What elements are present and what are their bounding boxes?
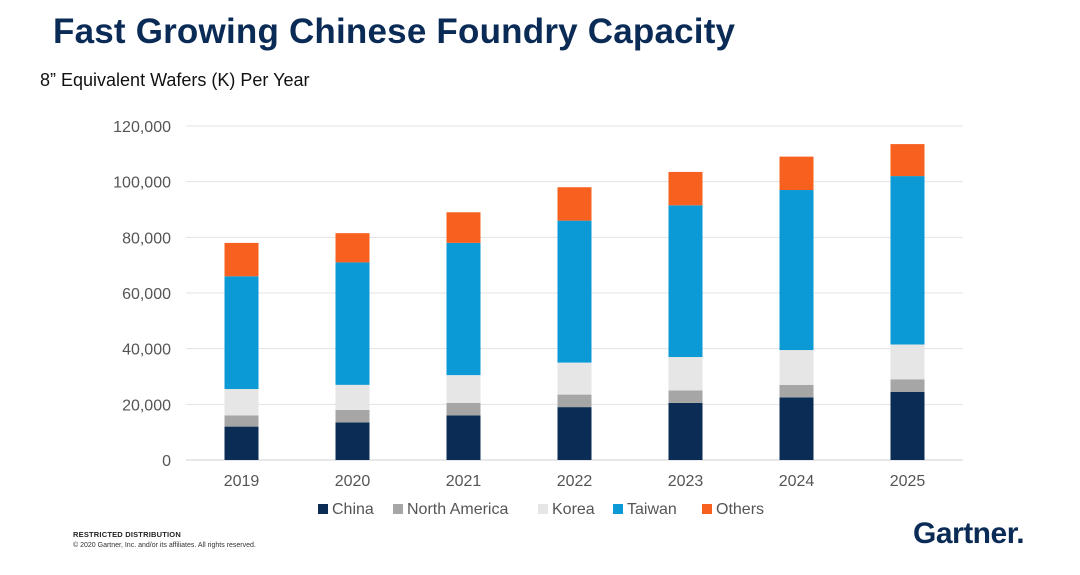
bar-segment-taiwan xyxy=(779,190,814,351)
y-tick-label: 60,000 xyxy=(122,286,171,303)
y-tick-label: 120,000 xyxy=(113,119,171,136)
bar-segment-others xyxy=(890,144,925,177)
bar-segment-korea xyxy=(224,389,259,416)
bar-segment-china xyxy=(890,391,925,460)
legend-swatch xyxy=(318,504,328,514)
bar-segment-others xyxy=(224,242,259,277)
legend-swatch xyxy=(538,504,548,514)
bar-segment-china xyxy=(224,426,259,460)
bar-segment-others xyxy=(335,233,370,263)
legend-label: North America xyxy=(407,501,508,518)
restricted-distribution-label: RESTRICTED DISTRIBUTION xyxy=(73,530,181,539)
bar-segment-others xyxy=(446,212,481,243)
x-tick-label: 2024 xyxy=(779,473,815,490)
bar-segment-north-america xyxy=(779,384,814,398)
legend-item: Others xyxy=(702,501,764,518)
bar-segment-taiwan xyxy=(668,205,703,358)
legend-swatch xyxy=(393,504,403,514)
bar-segment-others xyxy=(557,187,592,221)
bar-segment-north-america xyxy=(224,415,259,427)
bar-segment-taiwan xyxy=(446,242,481,376)
bar-segment-north-america xyxy=(668,390,703,403)
bar-segment-others xyxy=(779,156,814,191)
bar-segment-taiwan xyxy=(557,220,592,363)
x-tick-label: 2019 xyxy=(224,473,260,490)
y-axis-tick-labels: 0 20,000 40,000 60,000 80,000 100,000 120,000 xyxy=(113,119,171,470)
bar-segment-korea xyxy=(779,350,814,385)
legend-swatch xyxy=(702,504,712,514)
bar-segment-north-america xyxy=(557,394,592,408)
x-tick-label: 2021 xyxy=(446,473,482,490)
bar-segment-others xyxy=(668,171,703,206)
legend-swatch xyxy=(613,504,623,514)
legend-item: China xyxy=(318,501,374,518)
bar-segment-china xyxy=(557,407,592,460)
x-axis-tick-labels: 2019 2020 2021 2022 2023 2024 2025 xyxy=(224,473,926,490)
bar-segment-china xyxy=(335,422,370,460)
legend-label: Others xyxy=(716,501,764,518)
legend-item: Taiwan xyxy=(613,501,677,518)
y-tick-label: 40,000 xyxy=(122,342,171,359)
y-tick-label: 80,000 xyxy=(122,230,171,247)
legend-label: Taiwan xyxy=(627,501,677,518)
y-tick-label: 0 xyxy=(162,453,171,470)
bar-segment-korea xyxy=(668,357,703,391)
bar-segment-taiwan xyxy=(890,176,925,345)
legend-label: Korea xyxy=(552,501,595,518)
bar-segment-taiwan xyxy=(224,276,259,390)
gartner-logo: Gartner. xyxy=(913,517,1025,550)
bars xyxy=(224,144,925,460)
y-tick-label: 100,000 xyxy=(113,175,171,192)
legend-item: Korea xyxy=(538,501,595,518)
bar-segment-taiwan xyxy=(335,262,370,385)
x-tick-label: 2020 xyxy=(335,473,371,490)
bar-segment-north-america xyxy=(890,379,925,392)
bar-segment-korea xyxy=(557,362,592,395)
page-title: Fast Growing Chinese Foundry Capacity xyxy=(53,12,736,51)
bar-segment-north-america xyxy=(335,409,370,423)
y-tick-label: 20,000 xyxy=(122,397,171,414)
bar-segment-china xyxy=(668,402,703,460)
bar-segment-china xyxy=(779,397,814,460)
legend-label: China xyxy=(332,501,374,518)
bar-segment-china xyxy=(446,415,481,460)
x-tick-label: 2025 xyxy=(890,473,926,490)
x-tick-label: 2022 xyxy=(557,473,593,490)
bar-segment-korea xyxy=(890,344,925,380)
copyright-notice: © 2020 Gartner, Inc. and/or its affiliat… xyxy=(73,542,256,549)
legend: China North America Korea Taiwan Others xyxy=(318,501,764,518)
x-tick-label: 2023 xyxy=(668,473,704,490)
bar-segment-north-america xyxy=(446,402,481,416)
bar-segment-korea xyxy=(335,384,370,410)
bar-segment-korea xyxy=(446,375,481,403)
legend-item: North America xyxy=(393,501,508,518)
chart-subtitle: 8” Equivalent Wafers (K) Per Year xyxy=(40,70,310,90)
